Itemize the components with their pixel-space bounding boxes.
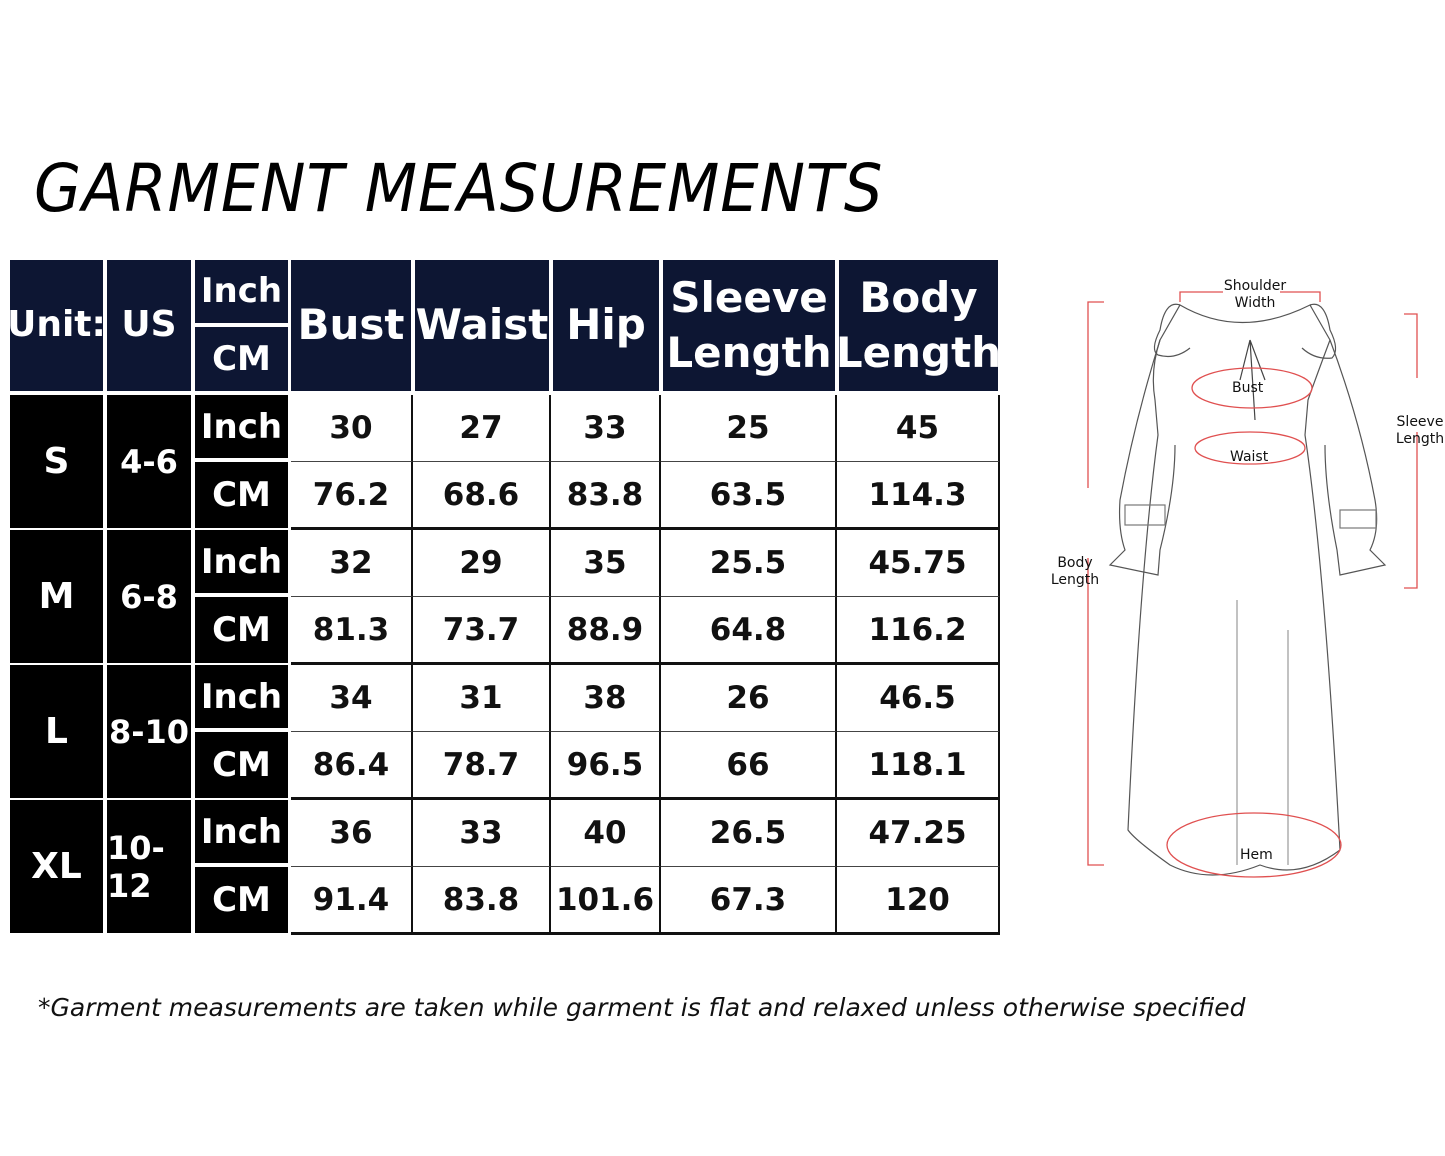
table-cell: 78.7 <box>413 732 551 800</box>
dress-illustration <box>1087 291 1418 878</box>
table-cell: 68.6 <box>413 462 551 530</box>
table-cell: 96.5 <box>551 732 661 800</box>
table-cell: 32 <box>291 530 413 597</box>
table-cell: 26.5 <box>661 800 837 867</box>
table-cell: 31 <box>413 665 551 732</box>
table-cell: 45 <box>837 395 1000 462</box>
unit-inch: Inch <box>195 395 288 458</box>
table-cell: 35 <box>551 530 661 597</box>
table-cell: 40 <box>551 800 661 867</box>
table-cell: 25.5 <box>661 530 837 597</box>
table-cell: 88.9 <box>551 597 661 665</box>
page-title: GARMENT MEASUREMENTS <box>34 150 884 227</box>
sleeve-length-label: Sleeve Length <box>1395 414 1445 447</box>
header-body-length: Body Length <box>836 260 1001 391</box>
header-bust: Bust <box>291 260 411 391</box>
table-cell: 33 <box>413 800 551 867</box>
header-inch: Inch <box>195 260 288 323</box>
table-cell: 30 <box>291 395 413 462</box>
unit-cm: CM <box>195 462 288 528</box>
header-us: US <box>107 260 191 391</box>
hem-label: Hem <box>1240 847 1273 863</box>
table-cell: 81.3 <box>291 597 413 665</box>
table-cell: 83.8 <box>413 867 551 935</box>
table-cell: 46.5 <box>837 665 1000 732</box>
footnote: *Garment measurements are taken while ga… <box>38 993 1246 1022</box>
waist-label: Waist <box>1230 449 1269 465</box>
table-cell: 116.2 <box>837 597 1000 665</box>
table-cell: 26 <box>661 665 837 732</box>
table-cell: 114.3 <box>837 462 1000 530</box>
table-cell: 25 <box>661 395 837 462</box>
us-size: 6-8 <box>107 530 191 663</box>
unit-inch: Inch <box>195 800 288 863</box>
us-size: 4-6 <box>107 395 191 528</box>
unit-cm: CM <box>195 732 288 798</box>
table-cell: 36 <box>291 800 413 867</box>
table-cell: 47.25 <box>837 800 1000 867</box>
size-label: S <box>10 395 103 528</box>
unit-inch: Inch <box>195 530 288 593</box>
table-cell: 118.1 <box>837 732 1000 800</box>
table-cell: 45.75 <box>837 530 1000 597</box>
table-cell: 76.2 <box>291 462 413 530</box>
table-cell: 73.7 <box>413 597 551 665</box>
table-cell: 34 <box>291 665 413 732</box>
size-label: XL <box>10 800 103 933</box>
table-cell: 86.4 <box>291 732 413 800</box>
table-cell: 101.6 <box>551 867 661 935</box>
table-cell: 27 <box>413 395 551 462</box>
table-cell: 91.4 <box>291 867 413 935</box>
size-label: L <box>10 665 103 798</box>
table-cell: 83.8 <box>551 462 661 530</box>
header-cm: CM <box>195 327 288 391</box>
bust-label: Bust <box>1232 380 1264 396</box>
unit-cm: CM <box>195 597 288 663</box>
dress-diagram: Shoulder Width Bust Waist Sleeve Length … <box>1040 270 1445 904</box>
us-size: 10-12 <box>107 800 191 933</box>
body-length-label: Body Length <box>1050 555 1100 588</box>
header-waist: Waist <box>415 260 549 391</box>
header-hip: Hip <box>553 260 659 391</box>
shoulder-width-label: Shoulder Width <box>1223 278 1287 311</box>
us-size: 8-10 <box>107 665 191 798</box>
size-label: M <box>10 530 103 663</box>
table-cell: 67.3 <box>661 867 837 935</box>
unit-cm: CM <box>195 867 288 933</box>
header-sleeve-length: Sleeve Length <box>663 260 835 391</box>
table-cell: 120 <box>837 867 1000 935</box>
table-cell: 63.5 <box>661 462 837 530</box>
table-cell: 29 <box>413 530 551 597</box>
table-cell: 64.8 <box>661 597 837 665</box>
table-cell: 33 <box>551 395 661 462</box>
unit-inch: Inch <box>195 665 288 728</box>
table-cell: 66 <box>661 732 837 800</box>
table-cell: 38 <box>551 665 661 732</box>
header-unit: Unit: <box>7 260 106 391</box>
